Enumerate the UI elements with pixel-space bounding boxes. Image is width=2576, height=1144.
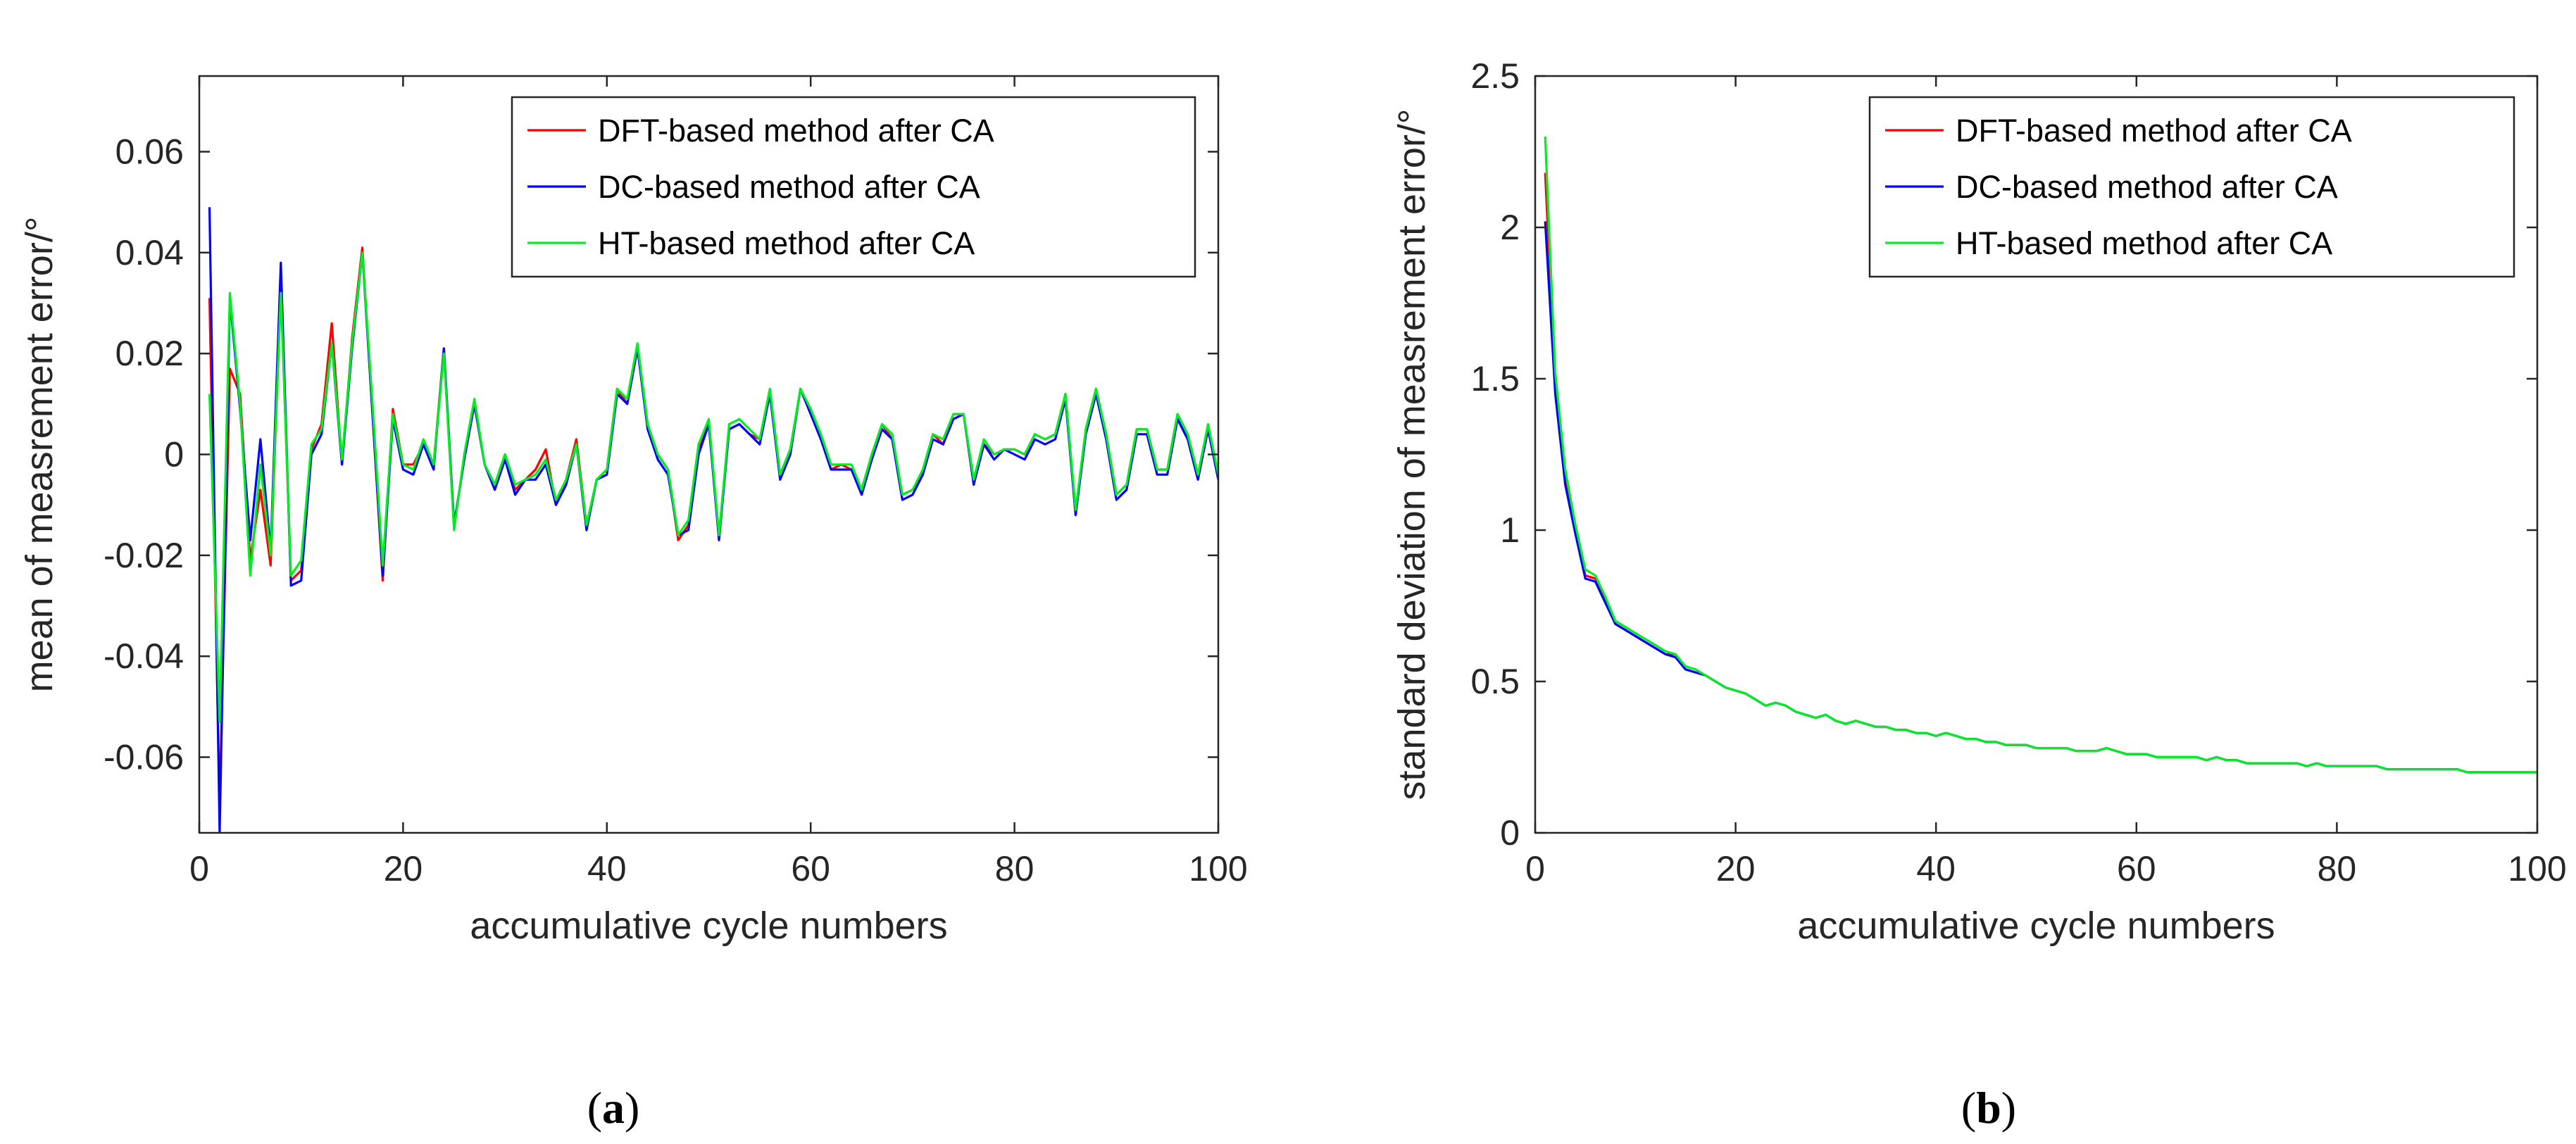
panel-a-x-tick-label: 0 [189, 849, 209, 888]
caption-a: (a) [587, 1083, 640, 1133]
panel-b-series-line-ht [1544, 136, 2537, 774]
panel-b-x-tick-label: 80 [2318, 849, 2357, 888]
panel-b-legend-box [1868, 96, 2515, 278]
panel-b-legend: DFT-based method after CA DC-based method… [1868, 96, 2515, 278]
panel-a-x-tick-label: 60 [791, 849, 830, 888]
chart-panel-b: 0 20 40 60 80 100 0 0.5 1 1.5 2 2.5 accumulative cyc… [1391, 56, 2567, 947]
panel-b-series-line-dc [1544, 221, 2537, 774]
panel-a-x-axis-label: accumulative cycle numbers [470, 905, 947, 947]
panel-b-y-tick-label: 0.5 [1470, 662, 1520, 701]
panel-a-x-tick-label: 40 [587, 849, 627, 888]
panel-a-y-axis-label: mean of measrement error/° [18, 217, 61, 693]
panel-b-x-tick-label: 20 [1716, 849, 1756, 888]
panel-a-series-line-dc [208, 207, 1218, 833]
panel-a-legend-box [511, 96, 1196, 278]
panel-b-y-tick-label: 0 [1500, 813, 1520, 853]
panel-b-x-tick-label: 100 [2508, 849, 2566, 888]
panel-a-legend-label-dc: DC-based method after CA [598, 169, 980, 205]
panel-b-legend-label-dc: DC-based method after CA [1956, 169, 2338, 205]
panel-a-y-tick-label: -0.04 [104, 636, 184, 676]
panel-a-x-tick-label: 100 [1189, 849, 1247, 888]
panel-b-x-tick-label: 40 [1916, 849, 1956, 888]
panel-b-series-group [1544, 136, 2537, 774]
panel-a-legend-label-dft: DFT-based method after CA [598, 113, 994, 149]
panel-a-series-group [208, 207, 1218, 833]
panel-a-series-line-dft [208, 246, 1218, 809]
panel-a-y-tick-label: 0 [164, 435, 184, 474]
panel-a-y-tick-label: 0.06 [115, 132, 184, 172]
chart-panel-a: 0 20 40 60 80 100 -0.06 -0.04 -0.02 0 0.02 0.04 0.06… [18, 75, 1248, 947]
panel-a-x-tick-label: 20 [384, 849, 423, 888]
panel-b-legend-label-ht: HT-based method after CA [1956, 225, 2332, 261]
panel-a-y-tick-label: 0.04 [115, 233, 184, 272]
panel-b-x-axis-label: accumulative cycle numbers [1797, 905, 2275, 947]
caption-b: (b) [1961, 1083, 2016, 1133]
panel-b-y-tick-label: 2.5 [1470, 56, 1520, 96]
panel-a-legend: DFT-based method after CA DC-based method… [511, 96, 1196, 278]
panel-a-y-tick-label: -0.06 [104, 738, 184, 777]
panel-b-x-tick-label: 0 [1525, 849, 1545, 888]
panel-b-y-tick-label: 1.5 [1470, 359, 1520, 398]
panel-b-y-axis-label: standard deviation of measrement error/° [1391, 108, 1433, 800]
panel-a-legend-label-ht: HT-based method after CA [598, 225, 975, 261]
panel-b-x-tick-label: 60 [2117, 849, 2156, 888]
panel-a-series-line-ht [208, 251, 1218, 723]
panel-a-y-tick-label: 0.02 [115, 334, 184, 373]
panel-b-y-tick-label: 1 [1500, 510, 1520, 550]
panel-b-axes-box [1534, 75, 2539, 834]
panel-b-y-tick-label: 2 [1500, 208, 1520, 247]
panel-a-x-tick-label: 80 [995, 849, 1034, 888]
panel-a-y-tick-label: -0.02 [104, 536, 184, 575]
panel-b-legend-label-dft: DFT-based method after CA [1956, 113, 2352, 149]
